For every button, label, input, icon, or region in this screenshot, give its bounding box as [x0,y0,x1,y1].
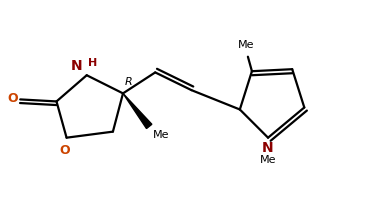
Text: Me: Me [260,155,276,165]
Text: O: O [59,144,70,157]
Text: O: O [8,92,18,105]
Text: H: H [87,58,97,68]
Text: Me: Me [152,130,169,140]
Text: N: N [70,59,82,73]
Polygon shape [123,93,152,128]
Text: Me: Me [238,40,254,50]
Text: N: N [262,141,274,155]
Text: R: R [125,77,133,87]
